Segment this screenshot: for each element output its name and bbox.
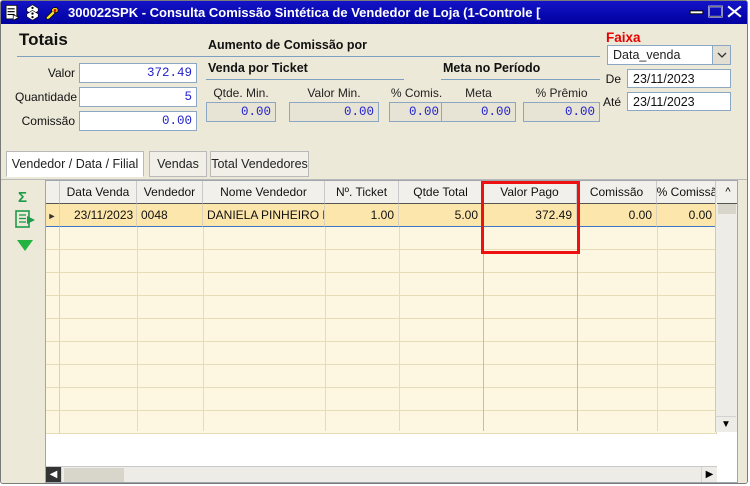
svg-text:Σ: Σ (18, 189, 27, 205)
